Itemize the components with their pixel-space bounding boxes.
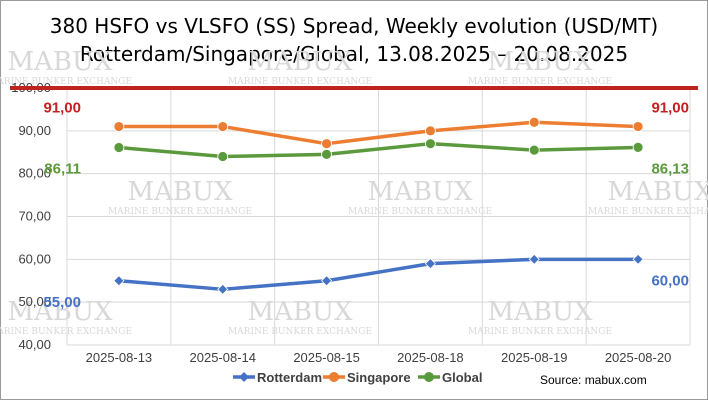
data-label-global: 86,11 bbox=[44, 160, 81, 177]
legend: Rotterdam Singapore Global bbox=[233, 370, 482, 385]
watermark-tagline: MARINE BUNKER EXCHANGE bbox=[0, 327, 132, 337]
x-axis: 2025-08-13 2025-08-14 2025-08-15 2025-08-18… bbox=[86, 350, 672, 365]
watermark-brand: MABUX bbox=[8, 47, 113, 77]
point-global bbox=[217, 151, 229, 162]
chart-title: 380 HSFO vs VLSFO (SS) Spread, Weekly ev… bbox=[49, 14, 659, 38]
point-rotterdam bbox=[528, 253, 540, 265]
point-singapore bbox=[632, 121, 644, 132]
data-labels: 55,00 60,00 91,00 91,00 86,11 86,13 bbox=[43, 100, 689, 311]
watermark-tagline: MARINE BUNKER EXCHANGE bbox=[228, 77, 372, 87]
legend-marker-global bbox=[424, 372, 434, 382]
point-rotterdam bbox=[217, 283, 229, 295]
x-tick-label: 2025-08-19 bbox=[501, 350, 568, 365]
y-tick-label: 70,00 bbox=[18, 209, 51, 224]
data-label-rotterdam: 60,00 bbox=[651, 272, 689, 289]
legend-marker-singapore bbox=[329, 372, 339, 382]
series-layer bbox=[113, 116, 644, 295]
source-note: Source: mabux.com bbox=[540, 373, 647, 387]
data-label-singapore: 91,00 bbox=[651, 100, 689, 117]
y-tick-label: 60,00 bbox=[18, 251, 51, 266]
data-label-rotterdam: 55,00 bbox=[43, 294, 81, 311]
point-global bbox=[113, 142, 125, 153]
watermark-tagline: MARINE BUNKER EXCHANGE bbox=[348, 207, 492, 217]
legend-label-singapore: Singapore bbox=[347, 370, 411, 385]
data-label-global: 86,13 bbox=[651, 160, 689, 177]
watermark-tagline: MARINE BUNKER EXCHANGE bbox=[0, 77, 132, 87]
point-rotterdam bbox=[424, 258, 436, 270]
watermark-brand: MABUX bbox=[368, 177, 473, 207]
watermark-tagline: MARINE BUNKER EXCHANGE bbox=[468, 77, 612, 87]
x-tick-label: 2025-08-15 bbox=[293, 350, 360, 365]
series-line-rotterdam bbox=[118, 257, 639, 292]
legend-label-global: Global bbox=[442, 370, 482, 385]
watermark-brand: MABUX bbox=[488, 47, 593, 77]
point-rotterdam bbox=[113, 275, 125, 287]
watermark-brand: MABUX bbox=[608, 177, 708, 207]
point-singapore bbox=[425, 125, 436, 137]
point-global bbox=[425, 138, 436, 150]
y-tick-label: 50,00 bbox=[18, 294, 51, 309]
watermark-brand: MABUX bbox=[248, 297, 353, 327]
x-tick-label: 2025-08-18 bbox=[397, 350, 464, 365]
legend-marker-rotterdam bbox=[239, 372, 249, 382]
point-global bbox=[321, 148, 332, 160]
x-tick-label: 2025-08-13 bbox=[86, 350, 153, 365]
chart-subtitle: Rotterdam/Singapore/Global, 13.08.2025 –… bbox=[79, 42, 629, 66]
y-tick-label: 40,00 bbox=[18, 337, 51, 352]
watermark-brand: MABUX bbox=[488, 297, 593, 327]
data-label-singapore: 91,00 bbox=[43, 100, 81, 117]
point-global bbox=[528, 144, 540, 156]
point-singapore bbox=[113, 121, 125, 132]
point-global bbox=[632, 142, 644, 153]
watermark-tagline: MARINE BUNKER EXCHANGE bbox=[468, 327, 612, 337]
point-rotterdam bbox=[321, 275, 333, 287]
x-tick-label: 2025-08-14 bbox=[190, 350, 257, 365]
point-singapore bbox=[321, 138, 332, 150]
watermark-tagline: MARINE BUNKER EXCHANGE bbox=[228, 327, 372, 337]
x-tick-label: 2025-08-20 bbox=[605, 350, 672, 365]
y-tick-label: 80,00 bbox=[18, 166, 51, 181]
point-singapore bbox=[217, 121, 229, 132]
series-line-singapore bbox=[118, 120, 639, 146]
point-singapore bbox=[528, 116, 540, 128]
y-tick-label: 90,00 bbox=[18, 123, 51, 138]
watermark-brand: MABUX bbox=[248, 47, 353, 77]
watermark-brand: MABUX bbox=[128, 177, 233, 207]
series-line-global bbox=[118, 141, 639, 159]
legend-label-rotterdam: Rotterdam bbox=[257, 370, 322, 385]
watermark-tagline: MARINE BUNKER EXCHANGE bbox=[588, 207, 708, 217]
point-rotterdam bbox=[632, 253, 644, 265]
watermark-tagline: MARINE BUNKER EXCHANGE bbox=[108, 207, 252, 217]
